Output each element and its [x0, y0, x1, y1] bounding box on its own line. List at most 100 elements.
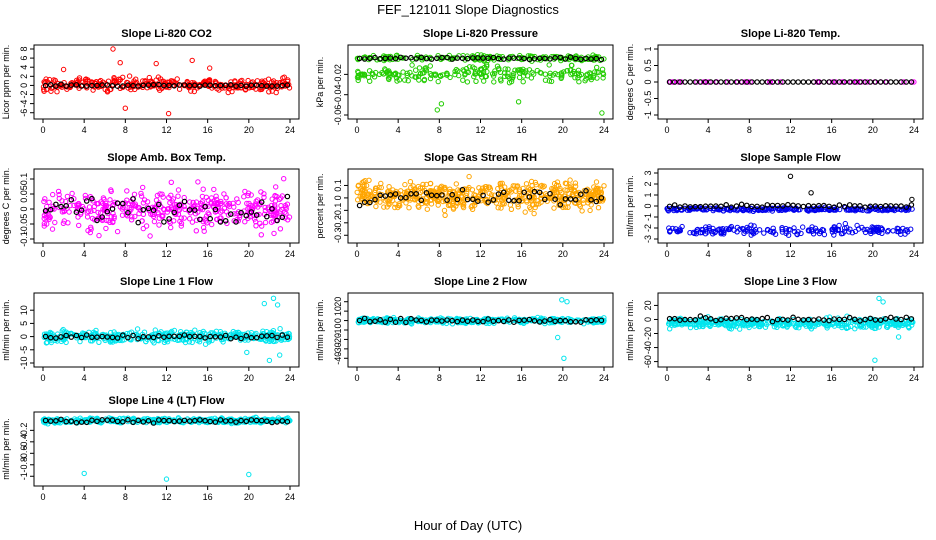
data-point — [262, 78, 268, 84]
data-point — [91, 207, 97, 214]
data-point — [161, 219, 167, 225]
data-point — [366, 68, 373, 74]
data-point — [738, 79, 745, 85]
data-point — [156, 417, 162, 423]
data-point — [836, 202, 843, 208]
data-point — [812, 225, 819, 232]
data-point — [361, 56, 368, 62]
data-point — [846, 314, 853, 321]
data-point — [403, 200, 409, 206]
data-point — [201, 228, 207, 234]
data-point — [47, 418, 54, 424]
data-point — [269, 419, 275, 426]
x-tick-label: 4 — [396, 249, 401, 259]
data-point — [703, 224, 709, 230]
outlier-point — [244, 349, 250, 356]
data-point — [130, 82, 136, 89]
data-point — [504, 190, 510, 196]
data-point — [521, 55, 528, 62]
data-point — [394, 78, 400, 84]
data-point — [690, 229, 696, 236]
data-point — [423, 181, 429, 188]
data-point — [518, 68, 524, 74]
data-point — [284, 82, 291, 88]
data-point — [197, 417, 203, 423]
data-point — [362, 178, 368, 184]
data-point — [202, 417, 208, 424]
x-tick-label: 20 — [558, 249, 568, 259]
data-point — [261, 194, 267, 201]
data-point — [874, 206, 880, 212]
y-tick-label: -1 — [643, 213, 653, 221]
data-point — [587, 74, 593, 81]
data-point — [367, 78, 373, 84]
data-point — [254, 197, 261, 203]
data-point — [860, 324, 867, 330]
data-point — [373, 203, 379, 210]
data-point — [41, 88, 47, 94]
data-point — [402, 189, 408, 196]
data-point — [764, 314, 771, 321]
data-point — [130, 196, 136, 202]
data-point — [51, 206, 57, 212]
y-tick-label: -0.5 — [643, 91, 653, 107]
data-point — [767, 79, 773, 85]
data-point — [877, 203, 884, 210]
data-point — [791, 225, 797, 231]
data-point — [213, 193, 219, 199]
outlier-point — [564, 299, 570, 305]
data-point — [83, 419, 90, 426]
data-point — [125, 82, 131, 89]
data-point — [283, 204, 289, 210]
data-point — [513, 188, 519, 194]
data-point — [274, 217, 280, 224]
y-tick-label: 0 — [19, 83, 29, 88]
data-point — [277, 226, 284, 232]
y-tick-label: 0 — [333, 195, 343, 200]
data-point — [161, 334, 167, 341]
outlier-point — [561, 355, 567, 361]
points-group — [40, 46, 293, 117]
data-point — [238, 417, 244, 424]
data-point — [125, 416, 131, 423]
data-point — [733, 203, 740, 209]
data-point — [192, 333, 198, 340]
data-point — [395, 72, 401, 78]
data-point — [795, 316, 802, 323]
data-point — [68, 334, 75, 340]
data-point — [845, 324, 851, 331]
y-axis-label: degrees C per min. — [1, 168, 11, 245]
data-point — [461, 68, 467, 74]
data-point — [457, 199, 463, 206]
data-point — [421, 76, 428, 83]
data-point — [883, 324, 890, 330]
data-point — [895, 226, 902, 232]
data-point — [417, 185, 424, 191]
y-tick-label: -5 — [19, 346, 29, 354]
data-point — [94, 334, 100, 341]
data-point — [285, 217, 291, 223]
y-tick-label: -0.4 — [19, 434, 29, 450]
data-point — [436, 186, 442, 193]
data-point — [202, 82, 208, 88]
data-point — [236, 214, 243, 221]
data-point — [697, 313, 704, 319]
data-point — [893, 322, 899, 328]
series-hourly — [356, 186, 605, 209]
x-tick-label: 4 — [82, 492, 87, 502]
data-point — [480, 192, 486, 199]
data-point — [485, 199, 492, 206]
data-point — [702, 314, 709, 321]
figure-x-axis-label: Hour of Day (UTC) — [414, 518, 522, 533]
data-point — [120, 418, 126, 425]
data-point — [423, 199, 430, 205]
data-point — [478, 188, 484, 194]
data-point — [238, 209, 244, 216]
data-point — [741, 205, 747, 212]
data-point — [502, 66, 508, 72]
data-point — [175, 187, 182, 193]
data-point — [755, 207, 761, 213]
data-point — [386, 76, 392, 83]
data-point — [423, 195, 429, 201]
data-point — [86, 79, 92, 85]
